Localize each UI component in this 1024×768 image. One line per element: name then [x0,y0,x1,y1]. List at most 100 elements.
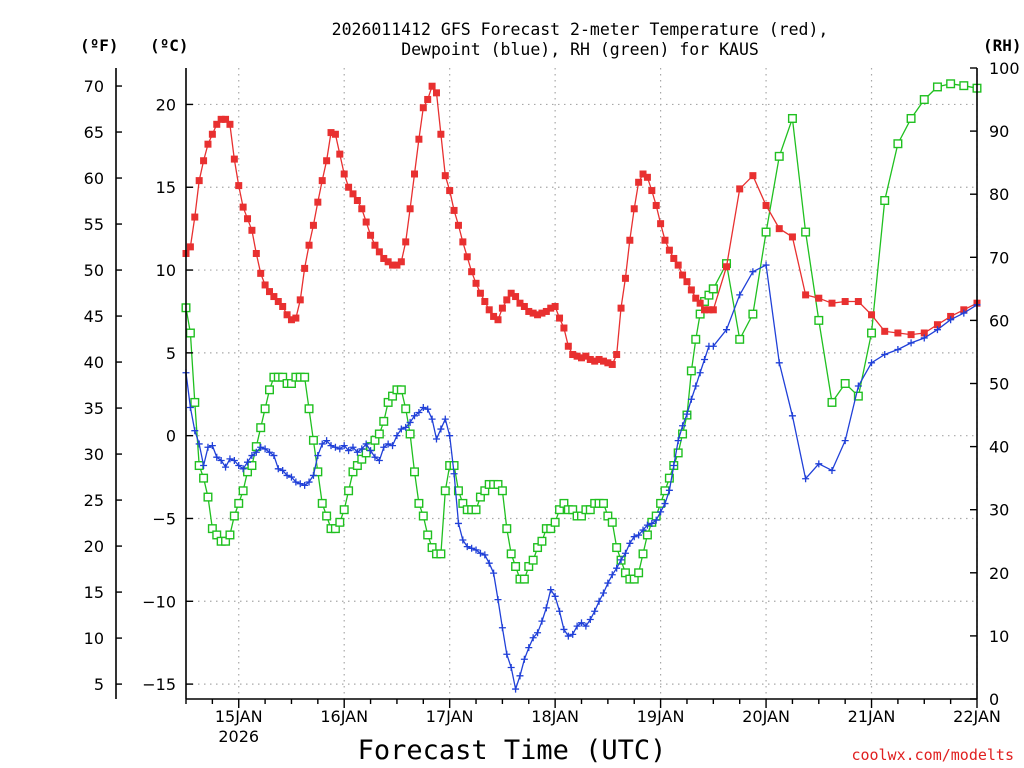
dewpoint-point [485,559,493,567]
chart-title: 2026011412 GFS Forecast 2-meter Temperat… [332,20,829,39]
dewpoint-point [428,415,436,423]
rh-point [260,404,270,414]
rh-point [946,79,956,89]
dewpoint-point [854,382,862,390]
temperature-point [599,357,607,365]
temperature-point [578,354,585,362]
temperature-point [463,253,471,261]
temperature-point [564,342,572,350]
dewpoint-point [292,478,300,486]
dewpoint-point [191,427,199,435]
dewpoint-point [301,481,309,489]
dewpoint-point [283,471,291,479]
rh-point [401,404,411,414]
rh-point [423,530,433,540]
temperature-point [881,327,889,335]
temperature-point [643,173,651,181]
dewpoint-point [564,632,572,640]
temperature-point [547,304,555,312]
temperature-point [696,299,704,307]
temperature-point [235,182,243,190]
rh-point [374,429,384,439]
dewpoint-point [683,410,691,418]
temperature-point [534,311,542,319]
x-tick-label: 16JAN [320,707,368,726]
dewpoint-point [384,440,392,448]
temperature-point [222,115,230,123]
dewpoint-point [305,478,313,486]
rh-point [471,505,481,515]
dewpoint-point [468,544,476,552]
dewpoint-point [578,619,585,627]
rh-point [550,517,560,527]
dewpoint-point [244,458,252,466]
credit-label: coolwx.com/modelts [851,746,1014,764]
dewpoint-point [349,443,357,451]
dewpoint-point [270,452,278,460]
rh-point [787,113,797,123]
temperature-point [349,190,357,198]
temperature-point [208,130,216,138]
rh-point [959,81,969,91]
temperature-point [613,351,621,359]
temperature-point [542,307,550,315]
temperature-point [270,293,278,301]
temperature-point [665,246,673,254]
temperature-point [661,236,669,244]
dewpoint-point [665,486,673,494]
temperature-point [358,205,366,213]
dewpoint-point [239,465,247,473]
rh-tick-label: 10 [989,627,1009,646]
rh-point [190,397,200,407]
temperature-point [279,302,287,310]
rh-point [322,511,332,521]
dewpoint-point [736,291,744,299]
temperature-point [244,215,252,223]
temperature-point [586,355,594,363]
dewpoint-point [481,551,489,559]
dewpoint-point [490,569,498,577]
temperature-point [371,241,379,249]
temperature-point [411,170,419,178]
dewpoint-point [217,457,225,465]
fahrenheit-tick-label: 60 [84,169,104,188]
rh-point [932,82,942,92]
rh-point [185,328,195,338]
dewpoint-point [960,309,968,317]
rh-tick-label: 90 [989,122,1009,141]
dewpoint-point [331,443,339,451]
dewpoint-point [441,415,449,423]
dewpoint-point [261,445,269,453]
rh-point [502,524,512,534]
x-tick-label: 15JAN [215,707,263,726]
celsius-tick-label: −5 [152,509,176,528]
dewpoint-point [314,452,322,460]
temperature-point [933,321,941,329]
temperature-point [670,254,678,262]
x-axis-label: Forecast Time (UTC) [358,735,667,766]
dewpoint-point [432,435,440,443]
temperature-point [556,314,564,322]
temperature-point [648,187,656,195]
temperature-point [520,302,528,310]
x-tick-label: 19JAN [637,707,685,726]
dewpoint-point [213,453,221,461]
x-year-label: 2026 [218,727,259,746]
celsius-unit-label: (ºC) [150,36,189,55]
temperature-point [841,298,849,306]
temperature-point [652,201,660,209]
temperature-point [331,130,339,138]
rh-point [497,486,507,496]
dewpoint-point [498,624,506,632]
rh-point [264,385,274,395]
rh-point [634,568,644,578]
dewpoint-point [933,326,941,334]
dewpoint-point [371,453,379,461]
dewpoint-point [881,351,889,359]
dewpoint-point [208,442,216,450]
temperature-point [551,302,559,310]
axes: 5 10 15 20 25 30 35 40 45 50 55 60 65 70 −15 −10 −5 0 5 10 1… [84,59,1020,746]
dewpoint-point [670,461,678,469]
dewpoint-point [723,326,731,334]
series-layer [181,79,982,693]
